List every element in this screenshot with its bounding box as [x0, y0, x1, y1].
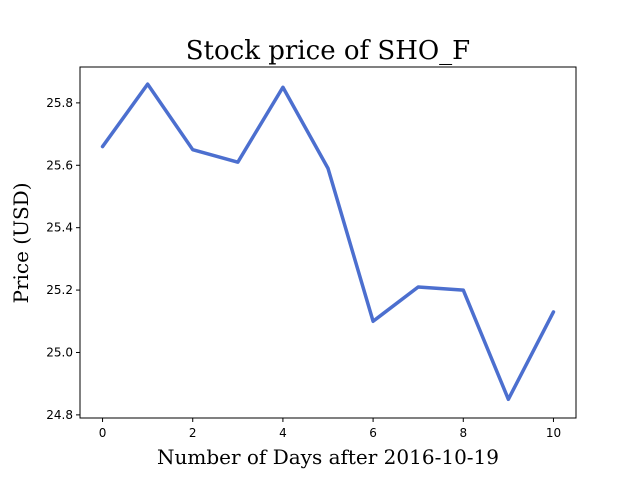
y-axis-label: Price (USD) — [9, 182, 33, 303]
x-tick-label: 0 — [99, 426, 107, 440]
x-tick-label: 4 — [279, 426, 287, 440]
chart-title: Stock price of SHO_F — [186, 36, 470, 66]
plot-area — [79, 66, 577, 419]
x-axis: 0 2 4 6 8 10 — [99, 418, 561, 440]
plot-frame — [79, 66, 577, 419]
series-line-0 — [100, 82, 556, 402]
y-tick-label: 24.8 — [46, 408, 73, 422]
x-tick-label: 2 — [189, 426, 197, 440]
y-tick-label: 25.4 — [46, 221, 73, 235]
y-axis: 24.8 25.0 25.2 25.4 25.6 25.8 — [46, 96, 80, 422]
y-tick-label: 25.0 — [46, 345, 73, 359]
y-tick-label: 25.8 — [46, 96, 73, 110]
x-axis-label: Number of Days after 2016-10-19 — [157, 445, 499, 469]
x-tick-label: 6 — [369, 426, 377, 440]
x-tick-label: 8 — [459, 426, 467, 440]
y-tick-label: 25.2 — [46, 283, 73, 297]
x-tick-label: 10 — [546, 426, 561, 440]
y-tick-label: 25.6 — [46, 158, 73, 172]
